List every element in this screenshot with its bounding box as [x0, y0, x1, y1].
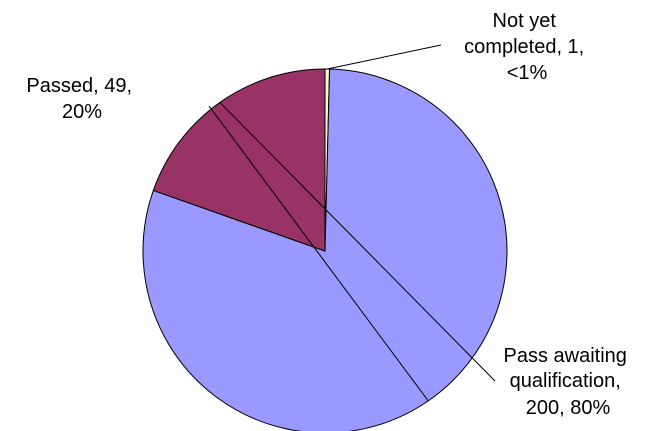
label-passed: Passed, 49, 20%: [26, 75, 137, 123]
leader-line-passed: [219, 102, 496, 382]
leader-line-pass-awaiting-qualification: [208, 105, 429, 402]
label-not-yet-completed: Not yet completed, 1, <1%: [464, 10, 590, 84]
pie-slices: [142, 68, 508, 431]
label-pass-awaiting-qualification: Pass awaiting qualification, 200, 80%: [504, 345, 633, 419]
leader-line-not-yet-completed: [327, 44, 442, 70]
leader-lines: [208, 44, 496, 402]
